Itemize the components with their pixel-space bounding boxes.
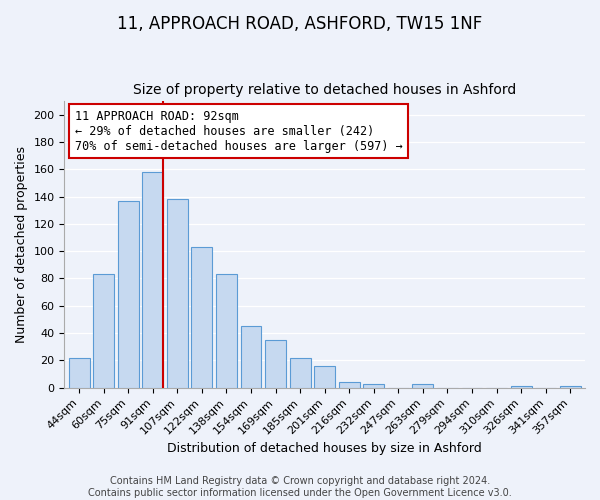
- Text: 11, APPROACH ROAD, ASHFORD, TW15 1NF: 11, APPROACH ROAD, ASHFORD, TW15 1NF: [118, 15, 482, 33]
- Bar: [241, 326, 262, 388]
- Bar: [69, 358, 89, 388]
- X-axis label: Distribution of detached houses by size in Ashford: Distribution of detached houses by size …: [167, 442, 482, 455]
- Bar: [142, 172, 163, 388]
- Title: Size of property relative to detached houses in Ashford: Size of property relative to detached ho…: [133, 83, 517, 97]
- Text: 11 APPROACH ROAD: 92sqm
← 29% of detached houses are smaller (242)
70% of semi-d: 11 APPROACH ROAD: 92sqm ← 29% of detache…: [75, 110, 403, 152]
- Bar: [93, 274, 114, 388]
- Text: Contains HM Land Registry data © Crown copyright and database right 2024.
Contai: Contains HM Land Registry data © Crown c…: [88, 476, 512, 498]
- Bar: [191, 247, 212, 388]
- Bar: [314, 366, 335, 388]
- Bar: [412, 384, 433, 388]
- Bar: [290, 358, 311, 388]
- Bar: [167, 200, 188, 388]
- Bar: [560, 386, 581, 388]
- Bar: [216, 274, 237, 388]
- Bar: [511, 386, 532, 388]
- Bar: [364, 384, 384, 388]
- Bar: [265, 340, 286, 388]
- Bar: [339, 382, 359, 388]
- Bar: [118, 200, 139, 388]
- Y-axis label: Number of detached properties: Number of detached properties: [15, 146, 28, 343]
